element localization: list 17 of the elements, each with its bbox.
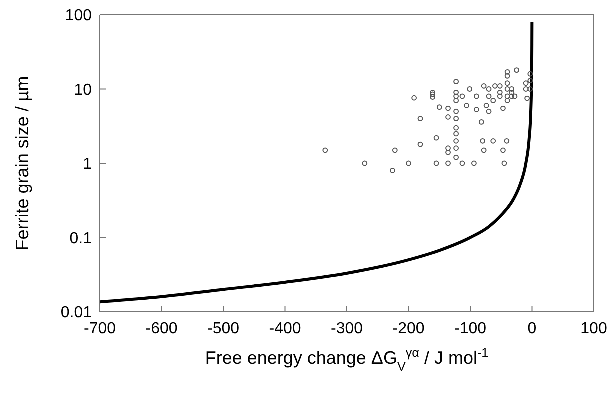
x-tick-label: -300 bbox=[330, 320, 364, 338]
y-tick-label: 1 bbox=[83, 156, 92, 174]
x-tick-label: 100 bbox=[580, 320, 608, 338]
x-tick-label: -200 bbox=[392, 320, 425, 338]
y-tick-label: 100 bbox=[65, 8, 92, 25]
x-tick-label: -600 bbox=[146, 320, 178, 338]
y-axis-title: Ferrite grain size / µm bbox=[12, 76, 32, 251]
x-tick-label: -100 bbox=[454, 320, 487, 338]
y-tick-label: 10 bbox=[74, 82, 92, 99]
x-tick-label: -400 bbox=[269, 320, 302, 338]
x-axis-title: Free energy change ΔG$_{V}$$^{γα}$ / J mol$^{-1}$ bbox=[205, 346, 489, 374]
x-tick-label: -700 bbox=[84, 320, 116, 338]
x-tick-label: -500 bbox=[207, 320, 240, 338]
y-tick-label: 0.01 bbox=[60, 304, 92, 322]
x-tick-label: 0 bbox=[528, 320, 537, 338]
y-tick-label: 0.1 bbox=[70, 230, 92, 248]
line-series bbox=[100, 20, 534, 304]
